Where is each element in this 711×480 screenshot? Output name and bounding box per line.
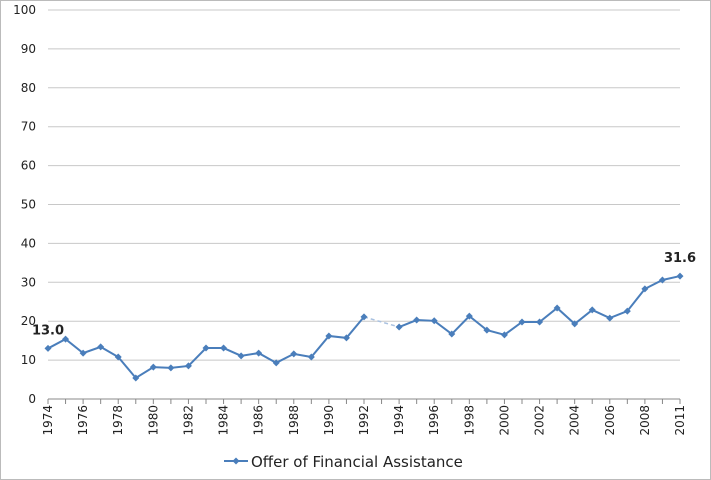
point: [62, 335, 70, 343]
point: [588, 306, 596, 314]
point: [606, 314, 614, 322]
x-tick-label: 1998: [462, 405, 476, 436]
y-tick-label: 20: [21, 314, 36, 328]
x-tick-label: 2011: [673, 405, 687, 436]
point: [307, 353, 315, 361]
point: [518, 318, 526, 326]
point: [623, 307, 631, 315]
x-tick-label: 1984: [217, 405, 231, 436]
point: [641, 285, 649, 293]
point: [658, 276, 666, 284]
point: [465, 312, 473, 320]
point: [237, 352, 245, 360]
point: [536, 318, 544, 326]
x-tick-label: 1990: [322, 405, 336, 436]
point: [676, 272, 684, 280]
legend-label: Offer of Financial Assistance: [251, 453, 463, 471]
point: [483, 326, 491, 334]
x-tick-label: 1978: [111, 405, 125, 436]
point: [97, 343, 105, 351]
legend-marker: [232, 457, 240, 465]
point: [184, 362, 192, 370]
point: [44, 344, 52, 352]
x-tick-label: 2002: [533, 405, 547, 436]
x-tick-label: 2008: [638, 405, 652, 436]
x-tick-label: 1980: [146, 405, 160, 436]
gap-bridge: [363, 316, 400, 328]
data-label: 31.6: [664, 251, 696, 266]
x-tick-label: 2004: [568, 405, 582, 436]
legend: Offer of Financial Assistance: [224, 453, 463, 471]
y-tick-label: 30: [21, 275, 36, 289]
x-tick-label: 2000: [497, 405, 511, 436]
point: [132, 374, 140, 382]
point: [342, 334, 350, 342]
x-tick-label: 2006: [603, 405, 617, 436]
point: [571, 320, 579, 328]
point: [202, 344, 210, 352]
series-line: [47, 275, 681, 380]
y-tick-label: 90: [21, 42, 36, 56]
point: [430, 317, 438, 325]
point: [255, 349, 263, 357]
x-tick-label: 1992: [357, 405, 371, 436]
x-tick-label: 1976: [76, 405, 90, 436]
y-tick-label: 60: [21, 159, 36, 173]
point: [220, 344, 228, 352]
y-tick-label: 70: [21, 120, 36, 134]
point: [360, 313, 368, 321]
point: [272, 359, 280, 367]
x-tick-label: 1996: [427, 405, 441, 436]
point: [500, 331, 508, 339]
data-label: 13.0: [32, 323, 64, 338]
y-tick-label: 10: [21, 353, 36, 367]
x-tick-label: 1988: [287, 405, 301, 436]
point: [149, 363, 157, 371]
point: [395, 323, 403, 331]
x-tick-label: 1994: [392, 405, 406, 436]
x-tick-label: 1974: [41, 405, 55, 436]
point: [290, 350, 298, 358]
y-tick-label: 40: [21, 236, 36, 250]
point: [114, 353, 122, 361]
x-tick-label: 1982: [181, 405, 195, 436]
y-tick-label: 80: [21, 81, 36, 95]
point: [167, 364, 175, 372]
y-tick-label: 100: [13, 3, 36, 17]
x-tick-label: 1986: [252, 405, 266, 436]
point: [325, 332, 333, 340]
point: [448, 330, 456, 338]
point: [79, 349, 87, 357]
point: [413, 316, 421, 324]
y-tick-label: 0: [28, 392, 36, 406]
y-tick-label: 50: [21, 198, 36, 212]
point: [553, 304, 561, 312]
